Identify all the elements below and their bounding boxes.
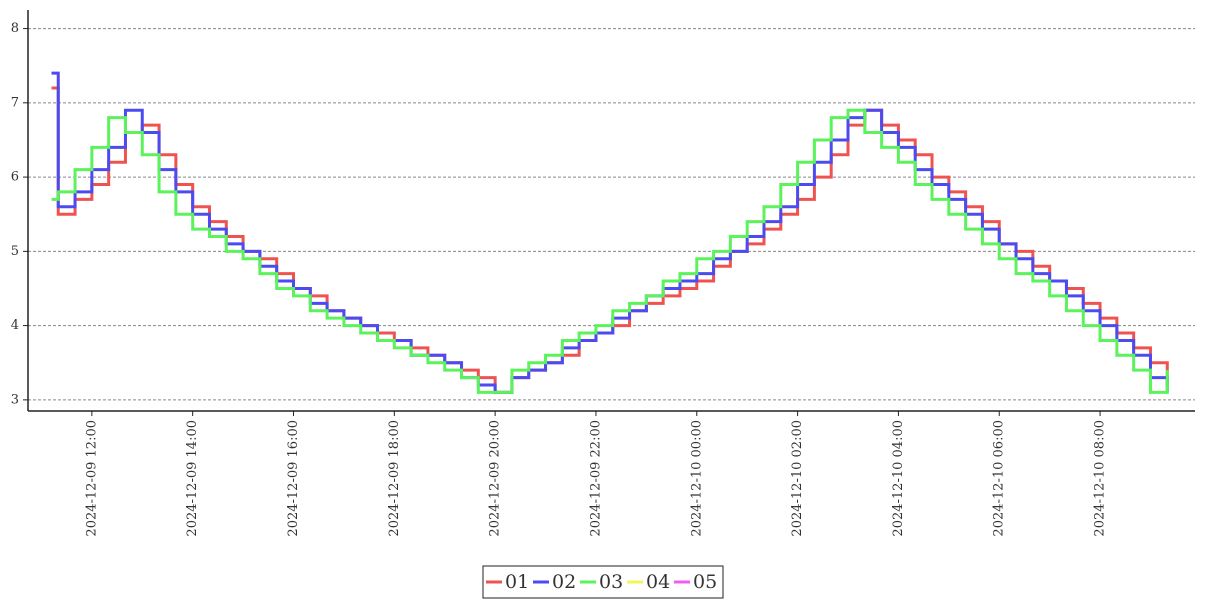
series-line [51,71,1169,394]
y-tick-label: 7 [11,95,19,110]
series-line [51,108,1169,394]
y-tick-label: 4 [11,318,19,333]
x-tick-label: 2024-12-09 14:00 [185,420,200,537]
x-tick-label: 2024-12-09 18:00 [387,420,402,537]
legend-label: 02 [552,571,576,593]
y-tick-label: 8 [11,21,19,36]
x-tick-label: 2024-12-10 00:00 [689,420,704,537]
y-tick-label: 3 [11,392,19,407]
legend-label: 04 [646,571,670,593]
x-tick-label: 2024-12-10 04:00 [891,420,906,537]
x-tick-label: 2024-12-09 20:00 [488,420,503,537]
x-tick-label: 2024-12-09 12:00 [84,420,99,537]
y-tick-label: 6 [11,170,19,185]
legend-label: 05 [693,571,717,593]
x-tick-label: 2024-12-09 22:00 [588,420,603,537]
x-tick-label: 2024-12-10 08:00 [1093,420,1108,537]
legend-label: 01 [505,571,529,593]
x-tick-label: 2024-12-10 02:00 [790,420,805,537]
y-tick-label: 5 [11,244,19,259]
x-tick-label: 2024-12-10 06:00 [992,420,1007,537]
legend-label: 03 [599,571,623,593]
x-tick-label: 2024-12-09 16:00 [286,420,301,537]
